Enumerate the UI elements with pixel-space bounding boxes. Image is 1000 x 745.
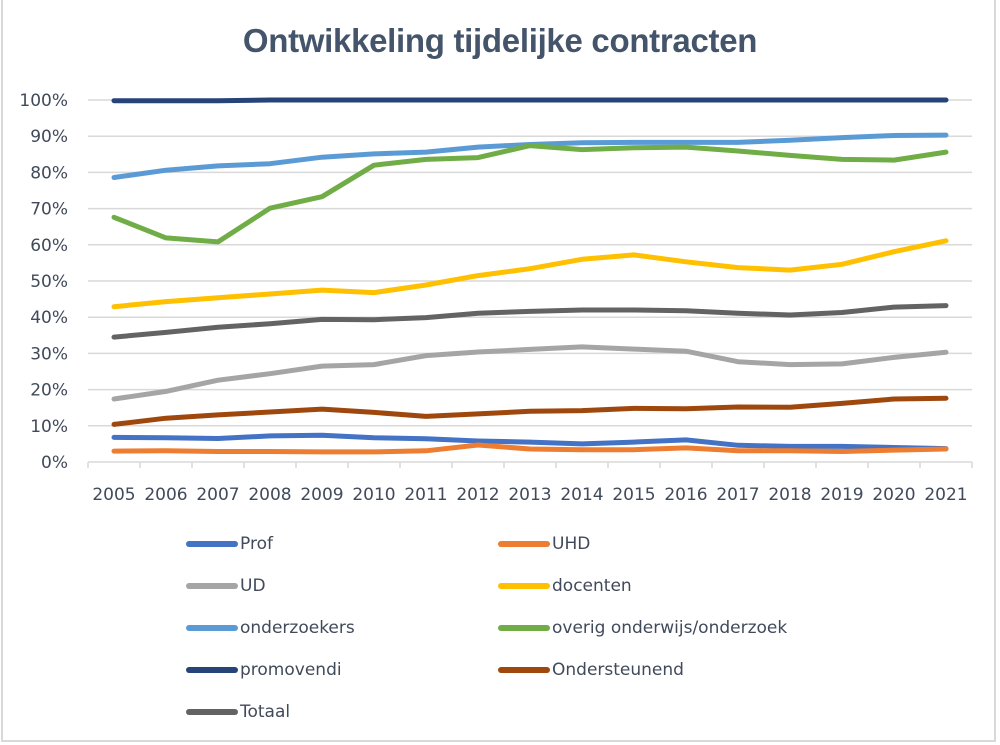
legend-label: promovendi [240,660,342,680]
legend-item-uhd[interactable]: UHD [498,532,590,556]
legend-item-docenten[interactable]: docenten [498,574,632,598]
x-tick-label: 2009 [300,485,343,505]
x-tick-label: 2011 [404,485,447,505]
x-tick-label: 2007 [196,485,239,505]
legend-item-promovendi[interactable]: promovendi [186,658,342,682]
series-line-uhd [111,442,949,455]
x-tick-label: 2020 [872,485,915,505]
x-tick-label: 2010 [352,485,395,505]
y-tick-label: 30% [30,344,68,364]
x-tick-label: 2014 [560,485,603,505]
y-tick-label: 10% [30,417,68,437]
y-tick-label: 90% [30,127,68,147]
legend-label: onderzoekers [240,618,355,638]
y-tick-label: 100% [19,91,68,111]
series-ud [111,344,949,402]
legend-swatch [498,667,550,673]
legend-item-overig-onderwijs-onderzoek[interactable]: overig onderwijs/onderzoek [498,616,787,640]
legend-item-ondersteunend[interactable]: Ondersteunend [498,658,684,682]
legend-label: docenten [552,576,632,596]
series-line-ondersteunend [111,395,949,427]
y-tick-label: 40% [30,308,68,328]
legend-swatch [186,541,238,547]
legend-label: Prof [240,534,273,554]
series-line-prof [111,432,949,452]
series-line-totaal [111,303,949,340]
legend-label: UD [240,576,266,596]
x-tick-label: 2005 [92,485,135,505]
x-tick-label: 2015 [612,485,655,505]
series-ondersteunend [111,395,949,427]
series-line-docenten [111,238,949,310]
y-tick-label: 80% [30,163,68,183]
legend-label: Totaal [240,702,291,722]
x-tick-label: 2017 [716,485,759,505]
series-prof [111,432,949,452]
series-docenten [111,238,949,310]
legend-label: overig onderwijs/onderzoek [552,618,788,638]
legend-swatch [186,583,238,589]
legend-label: Ondersteunend [552,660,684,680]
legend-swatch [186,625,238,631]
legend-item-ud[interactable]: UD [186,574,266,598]
legend-swatch [498,583,550,589]
legend-item-prof[interactable]: Prof [186,532,273,556]
x-tick-label: 2008 [248,485,291,505]
legend-swatch [186,667,238,673]
series-uhd [111,442,949,455]
y-tick-label: 50% [30,272,68,292]
y-tick-label: 60% [30,236,68,256]
x-tick-label: 2013 [508,485,551,505]
x-axis [87,461,973,468]
series-line-ud [111,344,949,402]
chart-title: Ontwikkeling tijdelijke contracten [242,22,758,59]
series-totaal [111,303,949,340]
legend-item-totaal[interactable]: Totaal [186,700,290,724]
y-tick-label: 20% [30,381,68,401]
legend-label: UHD [552,534,591,554]
x-tick-label: 2021 [924,485,967,505]
legend-swatch [186,709,238,715]
series-promovendi [111,97,949,104]
x-axis-tick-labels: 2005 2006 2007 2008 2009 2010 2011 2012 2013 2014… [92,485,967,505]
legend-item-onderzoekers[interactable]: onderzoekers [186,616,355,640]
x-tick-label: 2012 [456,485,499,505]
x-tick-label: 2016 [664,485,707,505]
y-axis-tick-labels: 0% 10% 20% 30% 40% 50% 60% 70% 80% 90% 100% [19,91,68,473]
x-tick-label: 2019 [820,485,863,505]
series-overig-onderwijs-onderzoek [111,143,949,245]
x-tick-label: 2006 [144,485,187,505]
y-tick-label: 70% [30,200,68,220]
x-tick-label: 2018 [768,485,811,505]
series-line-promovendi [111,97,949,104]
series-lines [111,97,949,455]
series-line-overig-onderwijs-onderzoek [111,143,949,245]
legend-swatch [498,625,550,631]
legend-swatch [498,541,550,547]
y-tick-label: 0% [41,453,68,473]
